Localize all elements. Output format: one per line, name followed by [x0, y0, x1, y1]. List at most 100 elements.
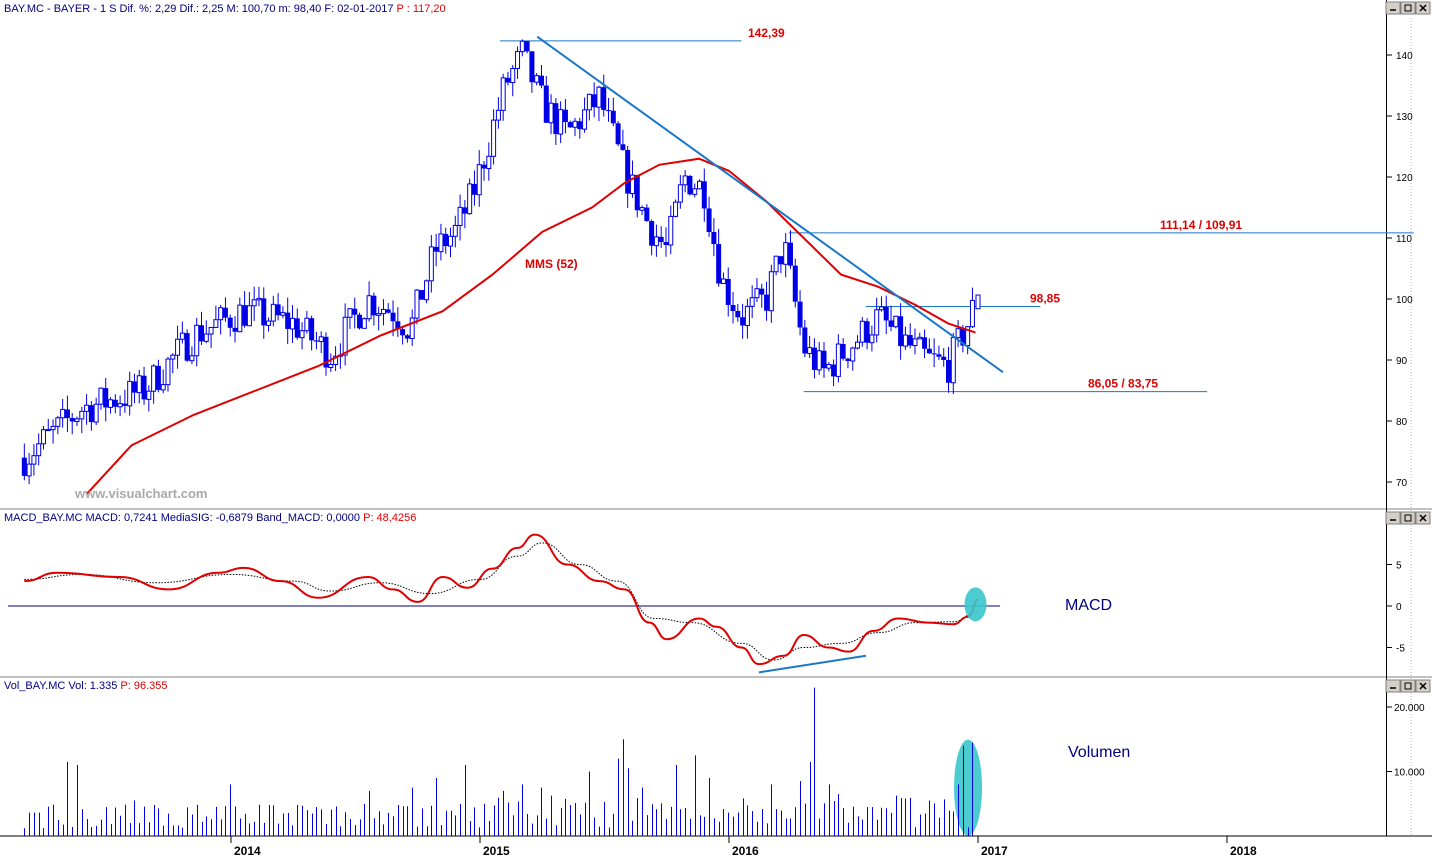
candle-up: [194, 324, 200, 357]
candle-up: [515, 51, 521, 69]
divergence-line: [758, 654, 867, 674]
candle-up: [55, 417, 61, 427]
candle-down: [433, 246, 439, 252]
candle-up: [448, 235, 454, 247]
candle-down: [625, 149, 631, 194]
candle-up: [893, 315, 899, 328]
candle-down: [960, 328, 966, 346]
candle-up: [965, 326, 971, 347]
candle-up: [548, 102, 554, 124]
price-panel-header: BAY.MC - BAYER - 1 S Dif. %: 2,29 Dif.: …: [4, 3, 446, 15]
candle-down: [294, 318, 300, 338]
candle-down: [687, 175, 693, 195]
candle-down: [591, 94, 597, 108]
macd-line: [24, 533, 979, 666]
candle-down: [184, 333, 190, 361]
x-tick-label: 2016: [732, 844, 759, 857]
candle-up: [428, 246, 434, 282]
restore-icon: [1400, 1, 1416, 15]
volume-panel: Vol_BAY.MC Vol: 1.335 P: 96.355 10.000 20…: [4, 680, 1425, 836]
candle-down: [792, 265, 798, 302]
candle-up: [869, 334, 875, 344]
candle-down: [941, 356, 947, 360]
candle-up: [596, 86, 602, 108]
candle-up: [74, 418, 80, 422]
candle-up: [136, 375, 142, 394]
candle-up: [160, 384, 166, 391]
minimize-icon: [1385, 511, 1401, 525]
candle-down: [811, 347, 817, 370]
candle-down: [275, 304, 281, 316]
candle-up: [266, 320, 272, 326]
support-resistance-levels: 142,39 111,14 / 109,91 98,85 86,05 / 83,75: [499, 26, 1414, 393]
close-glyph: [1419, 4, 1427, 12]
candle-up: [376, 313, 382, 316]
candle-up: [237, 304, 243, 333]
candle-up: [476, 164, 482, 196]
candle-down: [706, 208, 712, 233]
candle-up: [519, 40, 525, 53]
candle-down: [716, 244, 722, 284]
macd-axis: 5 0 -5: [1386, 561, 1405, 655]
candle-up: [342, 316, 348, 356]
candle-down: [658, 236, 664, 243]
candle-up: [203, 333, 209, 342]
candle-down: [21, 457, 27, 476]
candle-up: [409, 317, 415, 340]
candle-down: [845, 358, 851, 361]
candle-up: [299, 330, 305, 339]
y-tick-label: 140: [1396, 51, 1413, 62]
candle-up: [189, 355, 195, 362]
candle-down: [462, 207, 468, 214]
candle-down: [615, 123, 621, 145]
candle-up: [84, 404, 90, 412]
sma-52-line: [85, 157, 976, 495]
candle-down: [390, 312, 396, 322]
candle-up: [754, 288, 760, 299]
candle-up: [452, 224, 458, 237]
level-label: 98,85: [1030, 292, 1060, 306]
candle-up: [127, 380, 133, 407]
candle-down: [505, 77, 511, 83]
candle-down: [103, 388, 109, 408]
candle-down: [907, 335, 913, 346]
candle-down: [764, 294, 770, 311]
candle-down: [141, 375, 147, 400]
candle-down: [69, 418, 75, 422]
candle-up: [816, 350, 822, 371]
y-tick-label: 100: [1396, 295, 1413, 306]
candle-down: [352, 308, 358, 315]
candle-down: [644, 207, 650, 222]
y-tick-label: 120: [1396, 173, 1413, 184]
candle-down: [778, 256, 784, 265]
minimize-icon: [1385, 1, 1401, 15]
candle-down: [931, 353, 937, 355]
candle-down: [471, 183, 477, 195]
candle-down: [759, 288, 765, 295]
candle-up: [807, 347, 813, 354]
candle-down: [309, 318, 315, 341]
candle-down: [787, 242, 793, 266]
candle-up: [950, 337, 956, 384]
candle-up: [629, 174, 635, 195]
y-tick-label: -5: [1396, 644, 1405, 655]
y-tick-label: 20.000: [1394, 703, 1425, 714]
candle-up: [859, 320, 865, 343]
candle-up: [218, 307, 224, 321]
candle-up: [170, 354, 176, 360]
y-tick-label: 70: [1396, 478, 1408, 489]
candle-up: [969, 299, 975, 328]
x-tick-label: 2017: [981, 844, 1008, 857]
candle-up: [98, 387, 104, 405]
candle-up: [773, 255, 779, 273]
candle-down: [797, 301, 803, 328]
candle-up: [438, 233, 444, 253]
macd-label: MACD: [1065, 597, 1112, 614]
candle-up: [668, 215, 674, 246]
volume-axis: 10.000 20.000: [1386, 703, 1425, 779]
candle-up: [165, 358, 171, 386]
watermark: www.visualchart.com: [74, 486, 207, 501]
candle-down: [88, 405, 94, 423]
candle-up: [31, 455, 37, 465]
candle-down: [725, 278, 731, 305]
